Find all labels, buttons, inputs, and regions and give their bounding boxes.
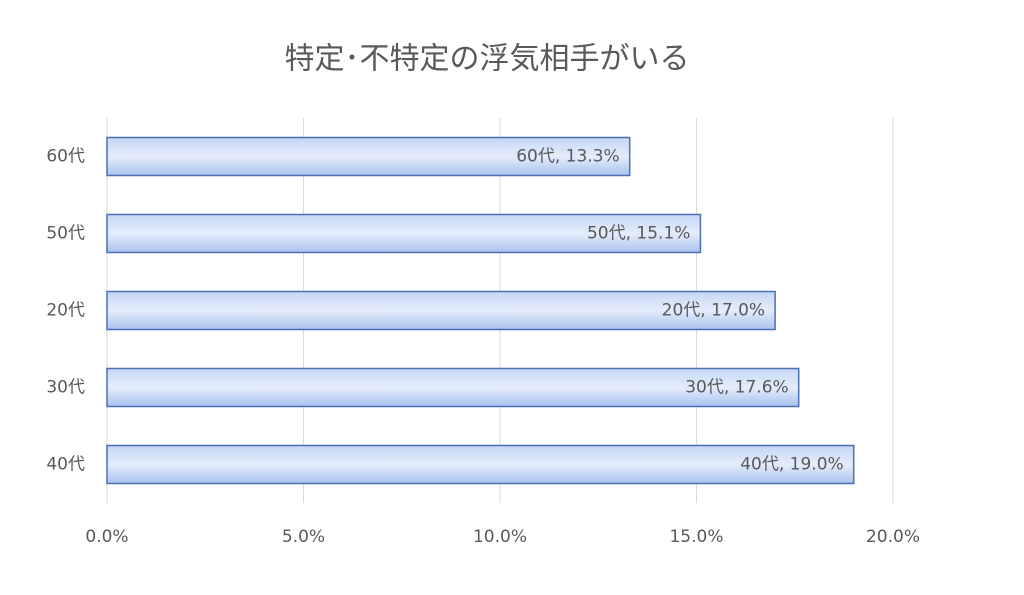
bar (106, 213, 702, 254)
data-label: 60代, 13.3% (516, 147, 619, 167)
y-tick-label: 40代 (46, 455, 85, 475)
bar (106, 136, 631, 177)
bar (106, 444, 855, 485)
bar (106, 290, 776, 331)
data-label: 30代, 17.6% (685, 378, 788, 398)
chart-title: 特定･不特定の浮気相手がいる (285, 42, 690, 77)
y-tick-label: 60代 (46, 147, 85, 167)
y-tick-label: 30代 (46, 378, 85, 398)
x-tick-label: 5.0% (282, 527, 325, 547)
y-tick-label: 20代 (46, 301, 85, 321)
x-tick-label: 0.0% (85, 527, 128, 547)
data-label: 40代, 19.0% (740, 455, 843, 475)
data-label: 50代, 15.1% (587, 224, 690, 244)
bar (106, 367, 800, 408)
y-tick-label: 50代 (46, 224, 85, 244)
data-label: 20代, 17.0% (662, 301, 765, 321)
x-tick-label: 10.0% (473, 527, 527, 547)
x-tick-label: 20.0% (866, 527, 920, 547)
x-tick-label: 15.0% (669, 527, 723, 547)
